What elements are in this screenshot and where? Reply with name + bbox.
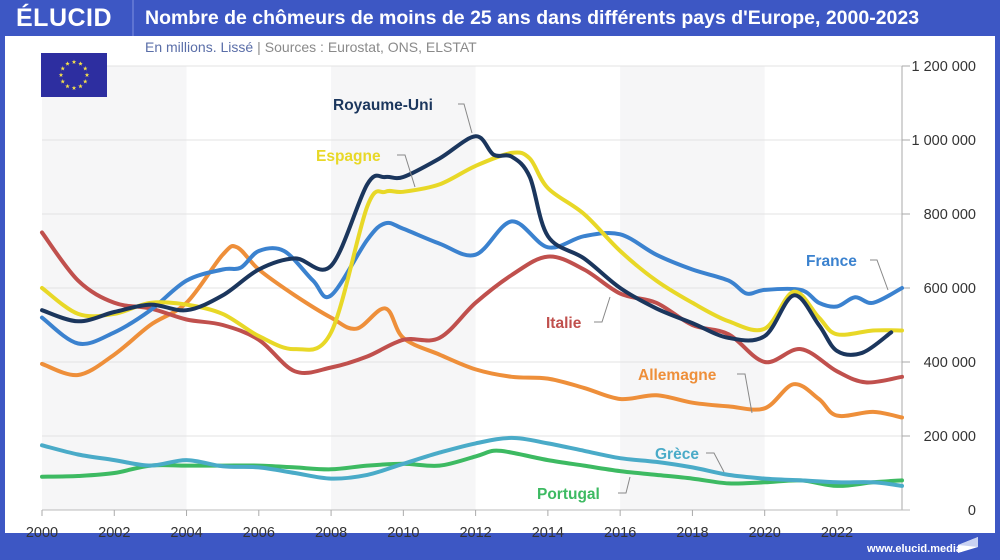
eu-star bbox=[65, 83, 70, 89]
series-label-france: France bbox=[806, 253, 857, 270]
x-tick-label: 2004 bbox=[170, 525, 202, 541]
eu-flag-icon bbox=[41, 53, 107, 97]
elucid-mark-icon bbox=[958, 537, 978, 553]
series-line-italie bbox=[40, 230, 904, 385]
leader-line bbox=[594, 296, 611, 323]
x-tick-label: 2020 bbox=[749, 525, 781, 541]
series-label-italie: Italie bbox=[546, 315, 582, 332]
leader-line bbox=[618, 476, 631, 494]
leader-line bbox=[458, 103, 473, 134]
leader-line bbox=[706, 452, 725, 473]
series-label-espagne: Espagne bbox=[316, 148, 381, 165]
eu-star bbox=[60, 66, 66, 71]
x-tick-label: 2000 bbox=[26, 525, 58, 541]
y-tick-label: 1 200 000 bbox=[911, 59, 976, 75]
eu-star bbox=[84, 72, 90, 77]
series-line-portugal bbox=[40, 448, 904, 488]
eu-star bbox=[78, 61, 83, 66]
eu-star bbox=[71, 85, 77, 90]
header-bar: ÉLUCID Nombre de chômeurs de moins de 25… bbox=[0, 0, 1000, 36]
chart-title: Nombre de chômeurs de moins de 25 ans da… bbox=[145, 7, 920, 29]
elucid-logo: ÉLUCID bbox=[16, 4, 113, 32]
x-tick-label: 2008 bbox=[315, 525, 347, 541]
series-line-france bbox=[40, 219, 904, 346]
eu-star bbox=[82, 79, 88, 84]
x-tick-label: 2022 bbox=[821, 525, 853, 541]
x-tick-label: 2014 bbox=[532, 525, 564, 541]
chart-subtitle: En millions. Lissé | Sources : Eurostat, O… bbox=[145, 39, 477, 55]
subtitle-unit: En millions. Lissé bbox=[145, 39, 254, 55]
series-label-grce: Grèce bbox=[655, 446, 699, 463]
series-line-grce bbox=[40, 435, 904, 488]
y-tick-label: 1 000 000 bbox=[911, 133, 976, 149]
y-tick-label: 0 bbox=[968, 503, 976, 519]
subtitle-sources: Sources : Eurostat, ONS, ELSTAT bbox=[264, 39, 477, 55]
series-line-espagne bbox=[40, 150, 904, 352]
series-line-allemagne bbox=[40, 244, 904, 420]
x-tick-label: 2012 bbox=[459, 525, 491, 541]
series-line-royaumeuni bbox=[40, 134, 894, 357]
eu-star bbox=[78, 83, 83, 89]
eu-star bbox=[82, 66, 88, 71]
series-label-portugal: Portugal bbox=[537, 486, 600, 503]
x-tick-label: 2018 bbox=[676, 525, 708, 541]
x-tick-label: 2006 bbox=[243, 525, 275, 541]
subtitle-separator: | bbox=[257, 39, 261, 55]
eu-star bbox=[58, 72, 64, 77]
leader-line bbox=[870, 259, 889, 291]
eu-star bbox=[71, 59, 77, 64]
y-tick-label: 200 000 bbox=[924, 429, 976, 445]
y-tick-label: 400 000 bbox=[924, 355, 976, 371]
eu-star bbox=[65, 61, 70, 66]
x-tick-label: 2016 bbox=[604, 525, 636, 541]
eu-star bbox=[60, 79, 66, 84]
footer-url: www.elucid.media bbox=[867, 543, 962, 555]
series-label-allemagne: Allemagne bbox=[638, 367, 717, 384]
x-tick-label: 2002 bbox=[98, 525, 130, 541]
x-tick-label: 2010 bbox=[387, 525, 419, 541]
leader-line bbox=[737, 373, 753, 414]
header-divider bbox=[132, 0, 134, 36]
leader-line bbox=[397, 154, 416, 188]
y-tick-label: 600 000 bbox=[924, 281, 976, 297]
series-label-royaumeuni: Royaume-Uni bbox=[333, 97, 433, 114]
y-tick-label: 800 000 bbox=[924, 207, 976, 223]
